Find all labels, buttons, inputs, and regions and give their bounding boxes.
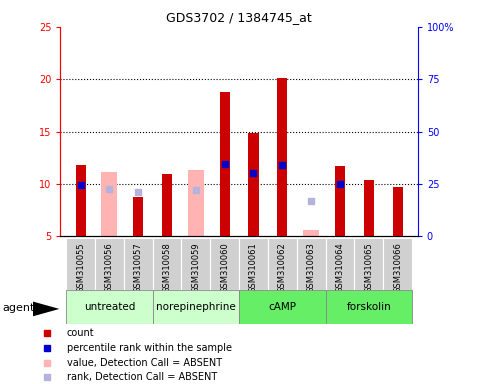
Bar bbox=[188, 170, 204, 236]
Bar bbox=[95, 238, 124, 290]
Bar bbox=[153, 290, 239, 324]
Text: GSM310057: GSM310057 bbox=[134, 242, 142, 293]
Bar bbox=[153, 238, 182, 290]
Bar bbox=[220, 92, 230, 236]
Text: norepinephrine: norepinephrine bbox=[156, 302, 236, 312]
Text: GSM310062: GSM310062 bbox=[278, 242, 287, 293]
Bar bbox=[335, 166, 345, 236]
Bar bbox=[66, 290, 153, 324]
Bar bbox=[101, 172, 117, 236]
Text: GSM310056: GSM310056 bbox=[105, 242, 114, 293]
Bar bbox=[326, 290, 412, 324]
Text: count: count bbox=[67, 328, 95, 338]
Bar bbox=[364, 180, 374, 236]
Bar bbox=[239, 238, 268, 290]
Text: value, Detection Call = ABSENT: value, Detection Call = ABSENT bbox=[67, 358, 222, 368]
Bar bbox=[303, 230, 319, 236]
Text: cAMP: cAMP bbox=[269, 302, 297, 312]
Title: GDS3702 / 1384745_at: GDS3702 / 1384745_at bbox=[166, 11, 312, 24]
Polygon shape bbox=[33, 301, 59, 316]
Bar bbox=[277, 78, 287, 236]
Bar bbox=[133, 197, 143, 236]
Bar bbox=[326, 238, 355, 290]
Bar bbox=[66, 238, 95, 290]
Bar bbox=[248, 132, 258, 236]
Bar bbox=[297, 238, 326, 290]
Text: GSM310066: GSM310066 bbox=[393, 242, 402, 293]
Bar bbox=[210, 238, 239, 290]
Bar bbox=[182, 238, 210, 290]
Text: forskolin: forskolin bbox=[346, 302, 391, 312]
Text: percentile rank within the sample: percentile rank within the sample bbox=[67, 343, 232, 353]
Bar bbox=[162, 174, 172, 236]
Bar bbox=[383, 238, 412, 290]
Bar bbox=[393, 187, 403, 236]
Bar bbox=[124, 238, 153, 290]
Text: GSM310061: GSM310061 bbox=[249, 242, 258, 293]
Text: GSM310060: GSM310060 bbox=[220, 242, 229, 293]
Text: GSM310064: GSM310064 bbox=[336, 242, 344, 293]
Text: GSM310059: GSM310059 bbox=[191, 242, 200, 293]
Text: untreated: untreated bbox=[84, 302, 135, 312]
Bar bbox=[239, 290, 326, 324]
Text: GSM310055: GSM310055 bbox=[76, 242, 85, 293]
Bar bbox=[355, 238, 383, 290]
Text: GSM310065: GSM310065 bbox=[364, 242, 373, 293]
Text: GSM310058: GSM310058 bbox=[162, 242, 171, 293]
Bar bbox=[268, 238, 297, 290]
Bar bbox=[75, 165, 85, 236]
Text: GSM310063: GSM310063 bbox=[307, 242, 316, 293]
Text: agent: agent bbox=[2, 303, 35, 313]
Text: rank, Detection Call = ABSENT: rank, Detection Call = ABSENT bbox=[67, 372, 217, 382]
